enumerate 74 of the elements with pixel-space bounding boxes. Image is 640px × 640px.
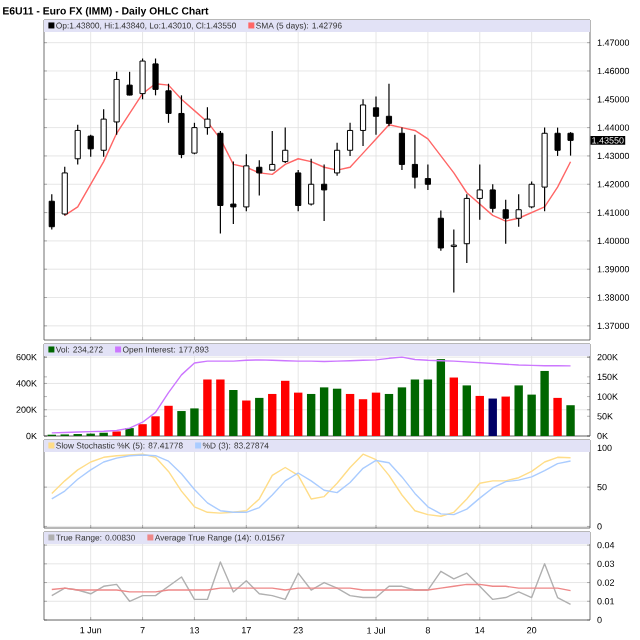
bar — [449, 377, 459, 437]
candlestick — [424, 163, 431, 191]
bar — [527, 394, 536, 437]
bar — [384, 393, 394, 437]
candlestick — [230, 160, 237, 225]
candlestick — [334, 142, 341, 177]
bar — [216, 379, 225, 437]
bar — [358, 399, 368, 437]
candlestick — [437, 209, 444, 252]
candlestick — [463, 193, 470, 264]
candlestick — [48, 193, 55, 231]
bar — [319, 387, 329, 437]
candlestick — [204, 106, 211, 136]
candlestick — [554, 127, 561, 157]
candlestick — [515, 193, 522, 228]
bar — [242, 400, 251, 437]
candlestick — [359, 98, 367, 147]
bar — [423, 379, 433, 437]
candlestick — [139, 57, 146, 100]
candlestick — [74, 124, 81, 166]
bar — [203, 379, 212, 437]
candlestick — [152, 57, 159, 96]
bar — [475, 395, 484, 437]
bar — [138, 424, 147, 437]
bar — [345, 393, 355, 437]
bar — [501, 396, 510, 437]
candlestick — [385, 83, 393, 127]
candlestick — [308, 158, 315, 207]
candlestick — [165, 83, 172, 124]
bar — [553, 397, 562, 437]
candlestick — [450, 228, 457, 294]
bar — [371, 392, 381, 437]
candlestick — [398, 127, 406, 171]
candlestick — [476, 163, 483, 221]
bar — [410, 379, 420, 437]
bar — [112, 431, 121, 437]
candlestick — [191, 122, 198, 155]
candlestick — [178, 94, 185, 159]
bar — [566, 405, 575, 437]
bar — [293, 392, 303, 437]
candlestick — [126, 71, 133, 96]
candlestick — [282, 127, 289, 164]
candlestick — [528, 180, 535, 209]
candlestick — [269, 130, 276, 171]
candlestick — [567, 131, 574, 157]
candlestick — [411, 134, 419, 190]
candlestick — [100, 108, 107, 158]
bar — [436, 359, 446, 437]
candlestick — [113, 71, 120, 136]
candlestick — [489, 183, 496, 214]
candlestick — [372, 95, 380, 136]
bar — [540, 370, 549, 437]
candlestick — [61, 166, 68, 216]
bar — [514, 385, 523, 437]
bar — [255, 397, 264, 437]
bar — [151, 416, 160, 437]
bar — [125, 428, 134, 437]
bar — [190, 408, 199, 437]
bar — [229, 390, 238, 437]
candlestick — [243, 153, 250, 212]
bar — [164, 405, 173, 437]
bar — [306, 393, 316, 437]
bar — [177, 411, 186, 437]
bar — [332, 388, 342, 437]
bar — [281, 380, 290, 437]
candlestick — [256, 159, 263, 197]
bar — [268, 393, 277, 437]
bar — [462, 385, 471, 437]
candlestick — [502, 199, 509, 245]
candlestick — [321, 163, 328, 222]
candlestick — [295, 169, 302, 212]
bar — [397, 387, 407, 437]
candlestick — [346, 122, 354, 157]
bar — [488, 398, 497, 437]
